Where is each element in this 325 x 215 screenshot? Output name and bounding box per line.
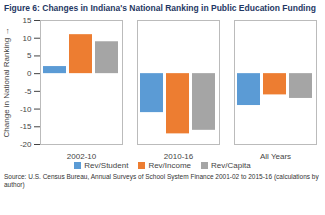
svg-text:Change in National Ranking →: Change in National Ranking → <box>2 28 11 138</box>
html-text:Rev/Capita: Rev/Capita <box>211 161 251 170</box>
svg-text:-20: -20 <box>20 140 32 149</box>
svg-text:-10: -10 <box>20 105 32 114</box>
html-text:Rev/Income: Rev/Income <box>148 161 192 170</box>
svg-text:-5: -5 <box>24 87 32 96</box>
html-text:Source: U.S. Census Bureau, An: Source: U.S. Census Bureau, Annual Surve… <box>4 173 319 188</box>
svg-text:5: 5 <box>27 51 32 60</box>
svg-text:2002-10: 2002-10 <box>67 152 97 160</box>
html-text:Rev/Student: Rev/Student <box>84 161 129 170</box>
svg-text:-15: -15 <box>20 122 32 131</box>
svg-text:0: 0 <box>27 69 32 78</box>
html-text:Figure 6: Changes in Indiana's: Figure 6: Changes in Indiana's National … <box>4 3 316 13</box>
svg-text:All Years: All Years <box>260 152 291 160</box>
svg-text:15: 15 <box>23 16 32 25</box>
svg-text:10: 10 <box>23 34 32 43</box>
svg-text:2010-16: 2010-16 <box>164 152 194 160</box>
